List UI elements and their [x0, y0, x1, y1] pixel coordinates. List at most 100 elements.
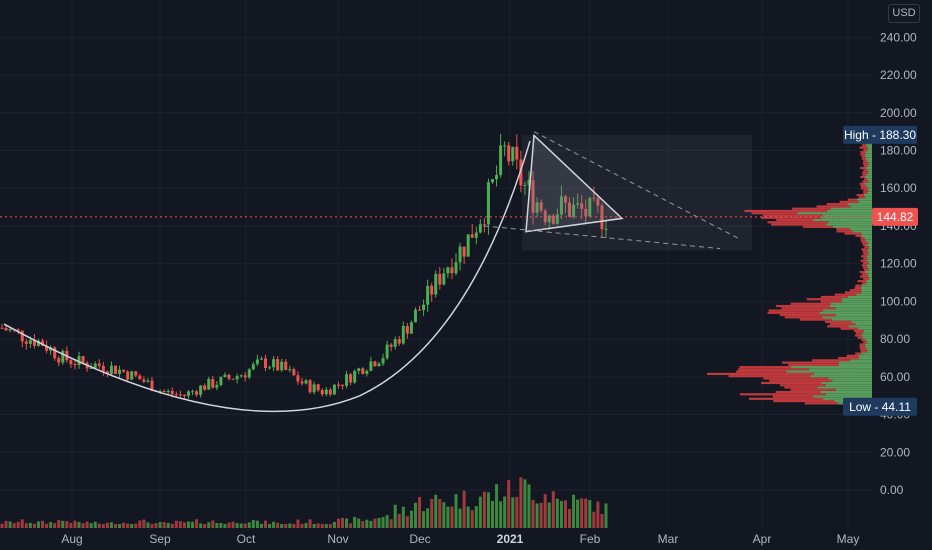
candle-body: [118, 369, 122, 374]
candle-body: [369, 361, 373, 371]
profile-bar-down: [780, 384, 826, 387]
candle-body: [146, 380, 150, 382]
profile-bar-down: [790, 302, 831, 305]
candle-body: [446, 267, 450, 274]
profile-bar-up: [868, 189, 872, 192]
candle-body: [93, 363, 97, 368]
profile-bar-up: [821, 381, 872, 385]
candle-body: [272, 359, 276, 368]
profile-bar-down: [707, 372, 815, 376]
candle-body: [45, 345, 49, 351]
profile-bar-down: [827, 325, 849, 328]
volume-bar: [223, 524, 227, 528]
volume-bar: [397, 513, 401, 528]
candle-body: [263, 358, 267, 369]
candle-body: [332, 384, 336, 395]
profile-bar-down: [855, 332, 863, 335]
candle-body: [191, 391, 195, 393]
candle-body: [551, 215, 555, 224]
candle-body: [268, 367, 272, 369]
volume-bar: [345, 518, 349, 528]
profile-bar-down: [863, 252, 869, 256]
profile-bar-up: [813, 218, 872, 222]
profile-bar-down: [862, 250, 868, 253]
volume-bar: [280, 524, 284, 528]
profile-bar-down: [836, 227, 851, 231]
profile-bar-up: [866, 243, 872, 247]
profile-bar-down: [859, 146, 868, 149]
volume-bar: [576, 499, 580, 528]
volume-bar: [296, 519, 300, 528]
profile-bar-up: [835, 307, 872, 310]
candle-body: [0, 327, 4, 329]
profile-bar-up: [825, 384, 872, 387]
currency-button[interactable]: USD: [888, 4, 920, 23]
profile-bar-down: [751, 212, 798, 215]
profile-bar-up: [862, 336, 872, 339]
volume-bar: [284, 523, 288, 528]
profile-bar-down: [806, 298, 842, 301]
volume-bar: [109, 522, 113, 528]
candle-body: [523, 184, 527, 186]
current-price-flag-label: 144.82: [877, 210, 914, 224]
candle-body: [162, 390, 166, 392]
profile-bar-up: [832, 379, 872, 382]
profile-bar-down: [820, 295, 848, 299]
volume-bar: [442, 502, 446, 528]
profile-bar-up: [831, 318, 872, 321]
profile-bar-down: [859, 343, 866, 346]
volume-bar: [61, 520, 65, 528]
candle-body: [539, 202, 543, 211]
profile-bar-up: [863, 194, 872, 197]
profile-bar-down: [855, 284, 862, 287]
candle-body: [353, 370, 357, 383]
profile-bar-down: [863, 268, 869, 271]
volume-bar: [482, 491, 486, 528]
profile-bar-up: [825, 393, 872, 396]
volume-bar: [105, 522, 109, 528]
profile-bar-down: [860, 275, 868, 278]
volume-bar: [308, 519, 312, 528]
time-tick-label: Oct: [237, 532, 256, 546]
candle-body: [166, 391, 170, 393]
volume-bar: [130, 524, 134, 528]
candle-body: [288, 369, 292, 371]
profile-bar-up: [865, 338, 872, 342]
profile-bar-up: [856, 293, 872, 296]
profile-bar-up: [865, 239, 872, 242]
time-tick-label: 2021: [497, 532, 524, 546]
volume-bar: [41, 520, 45, 528]
volume-bar: [559, 500, 563, 528]
candle-body: [328, 389, 332, 395]
candle-body: [576, 203, 580, 205]
candle-body: [20, 330, 24, 342]
volume-bar: [81, 523, 85, 528]
volume-bar: [446, 506, 450, 528]
candle-body: [203, 385, 207, 390]
price-tick-label: 180.00: [880, 144, 917, 158]
volume-bar: [114, 524, 118, 528]
volume-bar: [385, 515, 389, 528]
candle-body: [365, 370, 369, 374]
profile-bar-down: [844, 291, 862, 294]
profile-bar-up: [819, 311, 872, 314]
profile-bar-up: [856, 198, 872, 201]
volume-bar: [377, 517, 381, 528]
volume-bar: [320, 523, 324, 528]
candle-body: [515, 146, 519, 160]
profile-bar-up: [867, 187, 872, 190]
profile-bar-down: [761, 216, 822, 219]
profile-bar-up: [822, 214, 872, 217]
candle-body: [300, 381, 304, 384]
candle-body: [150, 380, 154, 391]
volume-bar: [454, 494, 458, 528]
volume-bar: [203, 524, 207, 528]
profile-bar-up: [858, 200, 872, 204]
profile-bar-down: [859, 345, 865, 348]
candle-body: [495, 175, 499, 180]
volume-bar: [57, 519, 61, 528]
profile-bar-up: [867, 275, 872, 278]
candle-body: [134, 371, 138, 376]
profile-bar-down: [834, 293, 857, 296]
